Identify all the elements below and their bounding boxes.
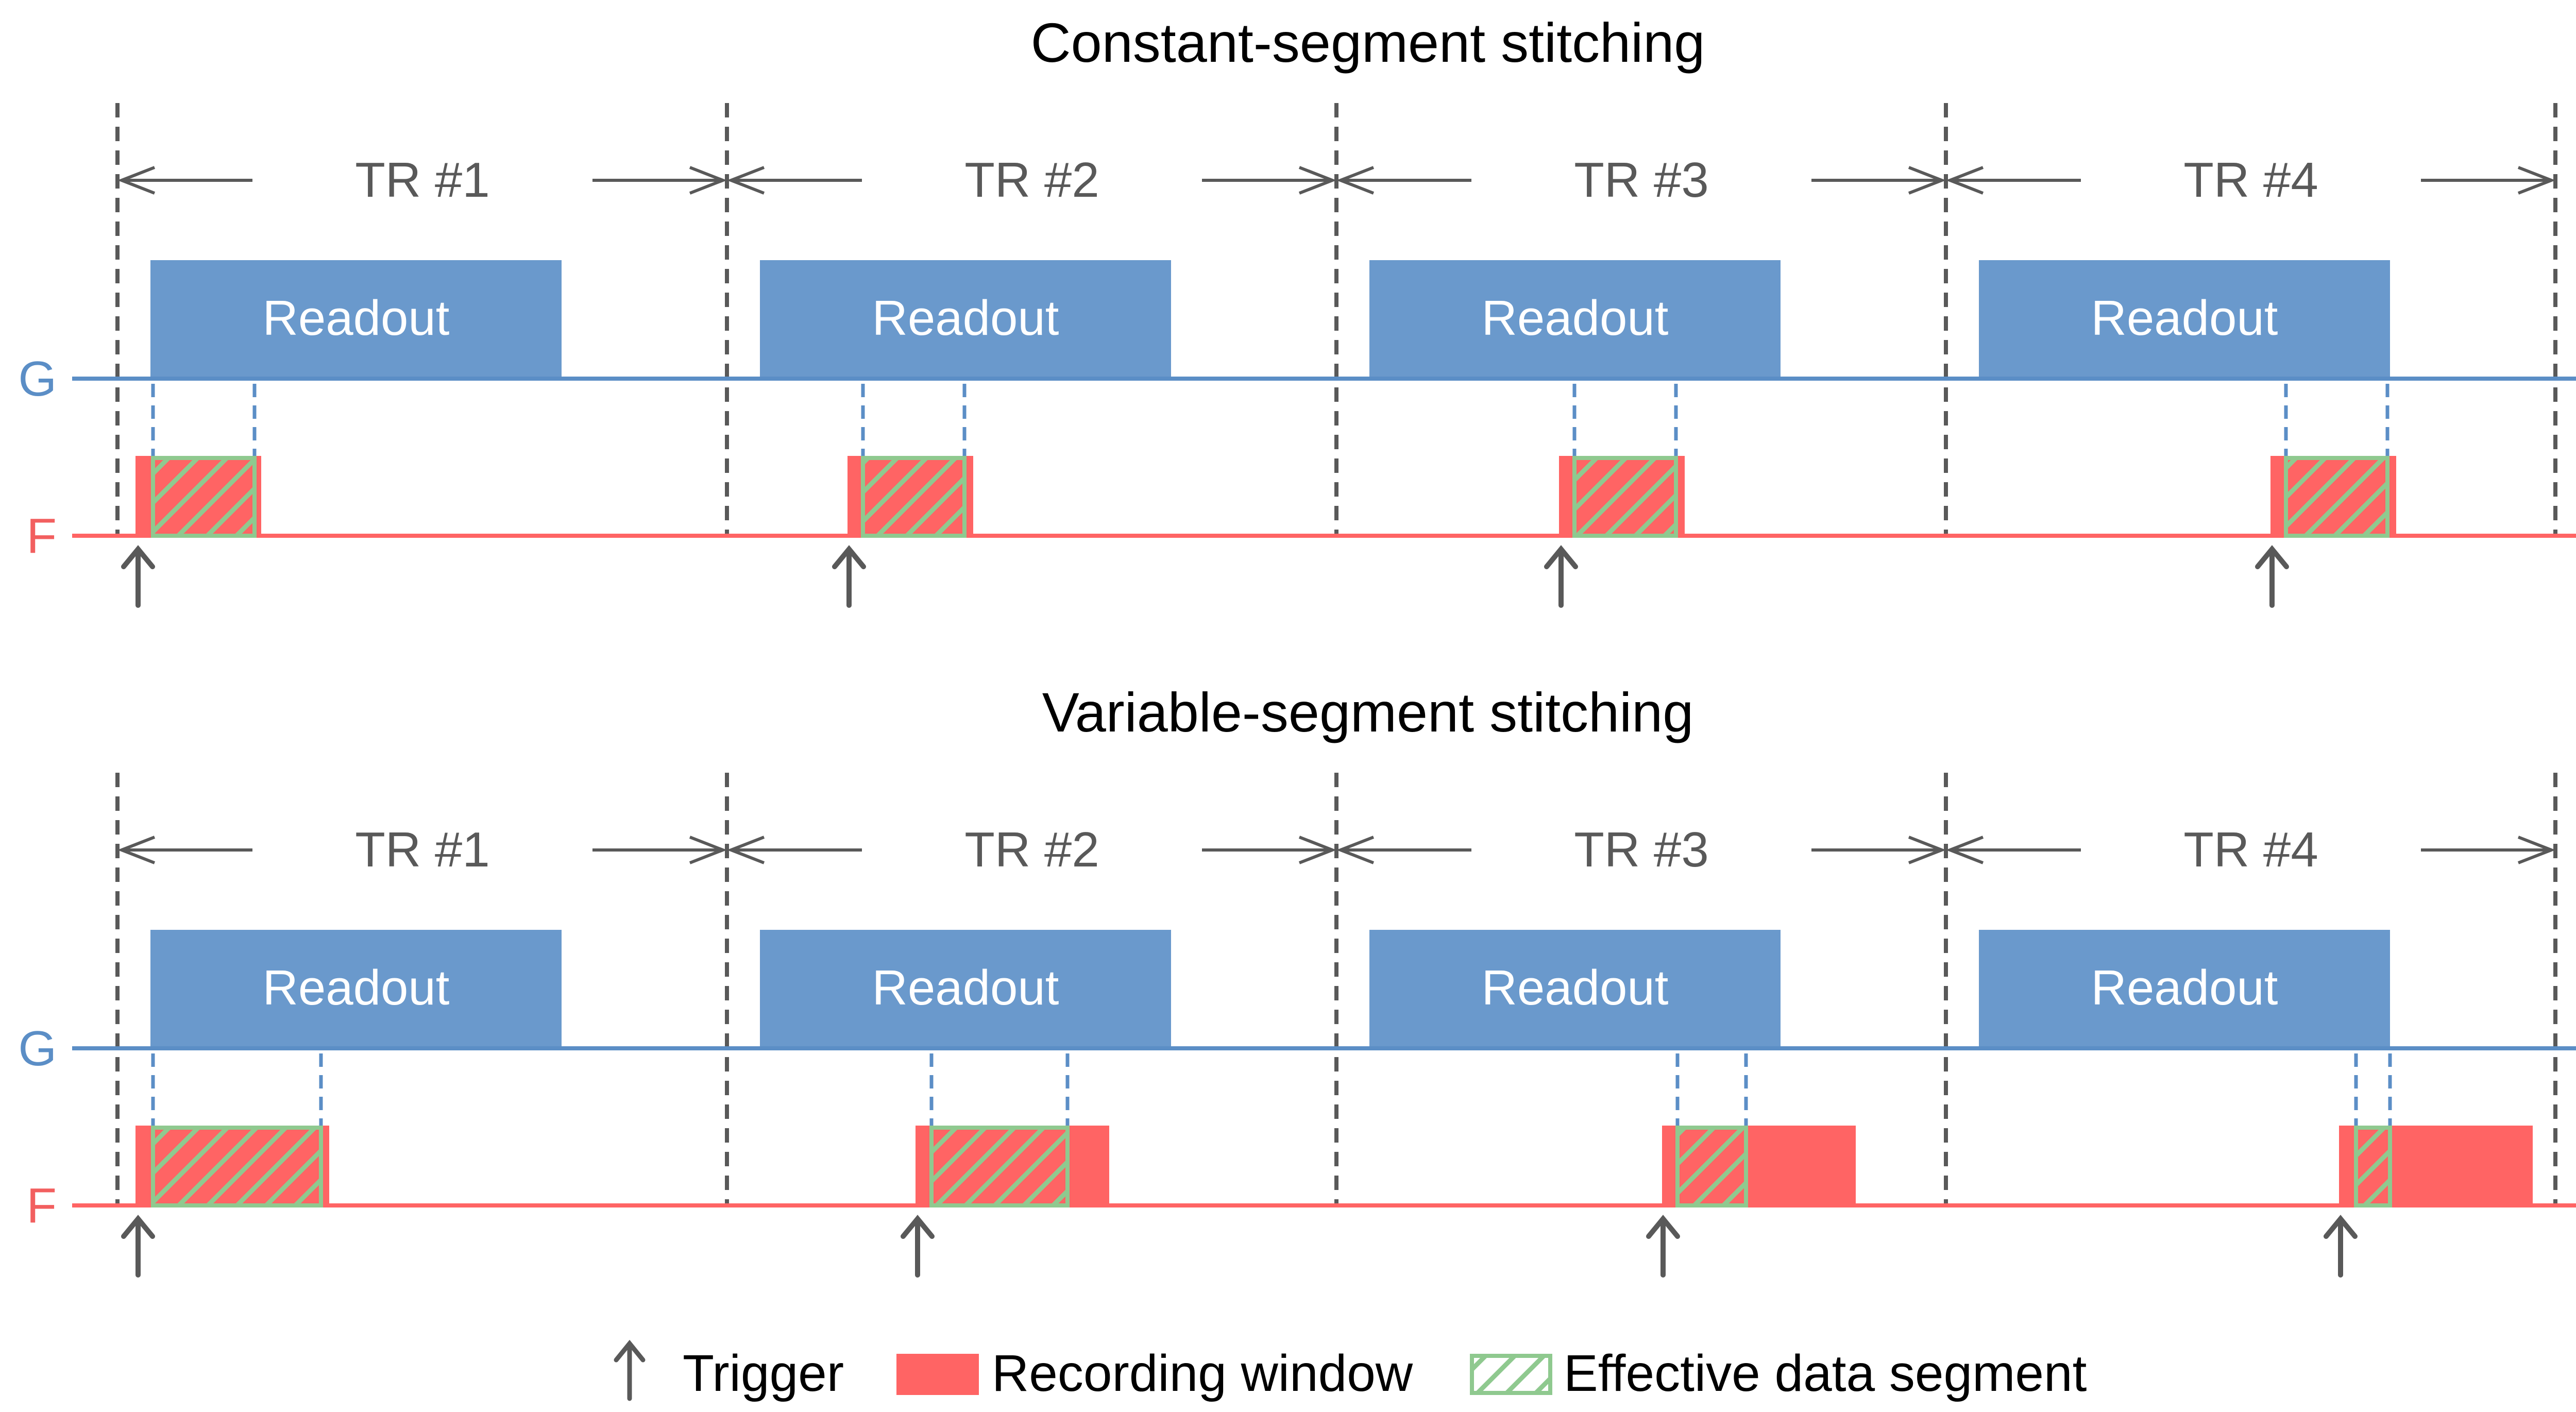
readout-block — [1369, 260, 1781, 379]
tr-span-arrows — [117, 166, 2556, 195]
recording-windows — [135, 456, 2396, 536]
tr-label: TR #2 — [964, 822, 1099, 877]
readout-blocks — [150, 930, 2390, 1048]
readout-blocks — [150, 260, 2390, 379]
recording-window-swatch — [896, 1354, 979, 1395]
triggers — [121, 1215, 2358, 1278]
readout-block — [150, 260, 562, 379]
panel-title: Variable-segment stitching — [1042, 681, 1694, 743]
legend-label-recording: Recording window — [992, 1345, 1413, 1402]
double-headed-arrow-icon — [117, 166, 727, 195]
up-arrow-icon — [2324, 1215, 2358, 1278]
readout-label: Readout — [263, 960, 450, 1015]
tr-label: TR #3 — [1574, 152, 1708, 208]
panel-variable: Variable-segment stitching — [18, 681, 2576, 1278]
effective-segment — [1572, 456, 1678, 538]
up-arrow-icon — [1544, 545, 1578, 608]
effective-segment — [861, 456, 967, 538]
up-arrow-icon — [832, 545, 866, 608]
effective-segment — [151, 1126, 323, 1207]
g-axis-label: G — [18, 351, 57, 406]
double-headed-arrow-icon — [1945, 836, 2556, 864]
readout-label: Readout — [2091, 291, 2278, 346]
up-arrow-icon — [614, 1339, 646, 1401]
readout-label: Readout — [872, 291, 1059, 346]
readout-label: Readout — [2091, 960, 2278, 1015]
effective-segment-swatch — [1470, 1354, 1552, 1395]
double-headed-arrow-icon — [1336, 166, 1946, 195]
effective-segment — [151, 456, 257, 538]
up-arrow-icon — [121, 545, 155, 608]
readout-label: Readout — [1482, 291, 1669, 346]
f-axis-label: F — [26, 1178, 57, 1233]
tr-label: TR #3 — [1574, 822, 1708, 877]
readout-label: Readout — [1482, 960, 1669, 1015]
readout-block — [760, 930, 1171, 1048]
triggers — [121, 545, 2289, 608]
readout-block — [760, 260, 1171, 379]
tr-label: TR #1 — [355, 822, 489, 877]
tr-label: TR #4 — [2183, 152, 2318, 208]
readout-label: Readout — [263, 291, 450, 346]
double-headed-arrow-icon — [726, 166, 1337, 195]
effective-segments — [151, 456, 2389, 538]
up-arrow-icon — [901, 1215, 935, 1278]
legend: Trigger Recording window Effective data … — [614, 1339, 2087, 1402]
panel-title: Constant-segment stitching — [1031, 11, 1705, 74]
effective-segment — [929, 1126, 1070, 1207]
g-axis-label: G — [18, 1021, 57, 1076]
double-headed-arrow-icon — [1336, 836, 1946, 864]
segment-guides — [151, 1053, 2392, 1126]
legend-label-effective: Effective data segment — [1564, 1345, 2087, 1402]
tr-dividers — [115, 773, 2557, 1205]
double-headed-arrow-icon — [726, 836, 1337, 864]
effective-segment — [2354, 1126, 2392, 1207]
up-arrow-icon — [121, 1215, 155, 1278]
effective-segment — [2284, 456, 2389, 538]
readout-label: Readout — [872, 960, 1059, 1015]
segment-guides — [151, 384, 2389, 456]
up-arrow-icon — [2255, 545, 2289, 608]
readout-block — [1979, 260, 2390, 379]
up-arrow-icon — [1646, 1215, 1680, 1278]
f-axis-label: F — [26, 508, 57, 564]
tr-span-arrows — [117, 836, 2556, 864]
legend-item-trigger: Trigger — [614, 1339, 844, 1402]
panel-constant: Constant-segment stitching — [18, 11, 2576, 608]
tr-dividers — [115, 103, 2557, 536]
double-headed-arrow-icon — [1945, 166, 2556, 195]
readout-block — [1979, 930, 2390, 1048]
tr-label: TR #2 — [964, 152, 1099, 208]
double-headed-arrow-icon — [117, 836, 727, 864]
legend-item-recording: Recording window — [896, 1345, 1413, 1402]
readout-block — [150, 930, 562, 1048]
legend-label-trigger: Trigger — [683, 1345, 844, 1402]
tr-label: TR #4 — [2183, 822, 2318, 877]
tr-label: TR #1 — [355, 152, 489, 208]
recording-windows — [135, 1126, 2533, 1205]
effective-segment — [1675, 1126, 1748, 1207]
readout-block — [1369, 930, 1781, 1048]
legend-item-effective: Effective data segment — [1470, 1345, 2087, 1402]
effective-segments — [151, 1126, 2392, 1207]
